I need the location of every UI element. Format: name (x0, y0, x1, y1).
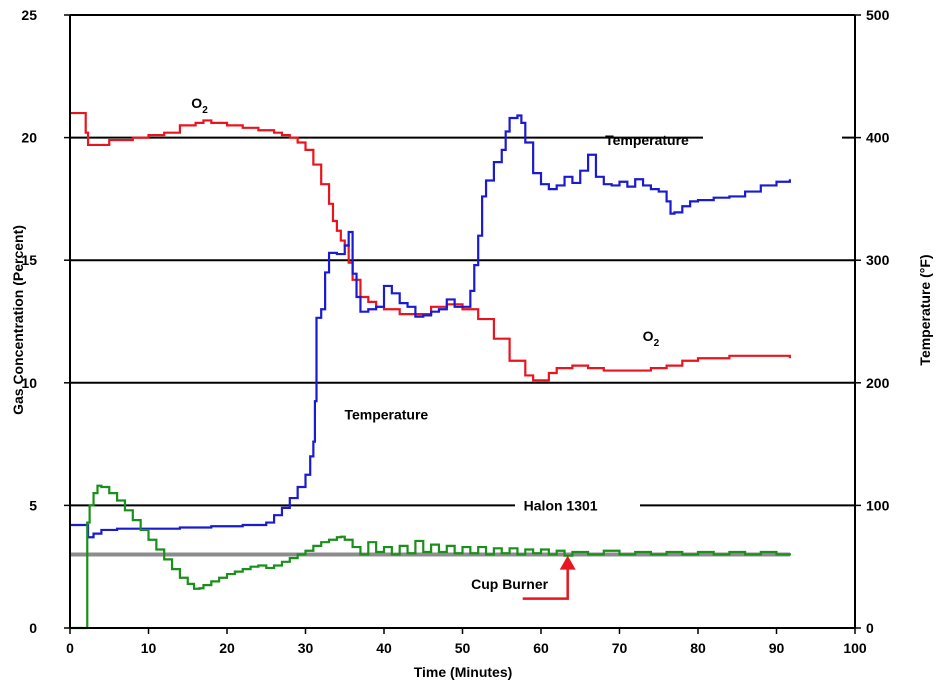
annotation-5: Cup Burner (471, 576, 549, 592)
annotation-3: Temperature (344, 407, 428, 423)
left-tick-label-5: 5 (29, 497, 37, 513)
x-tick-label-60: 60 (533, 640, 549, 656)
x-tick-label-70: 70 (612, 640, 628, 656)
x-tick-label-100: 100 (843, 640, 867, 656)
right-tick-label-200: 200 (866, 375, 890, 391)
series-o2 (70, 111, 791, 382)
series-temperature (70, 114, 791, 539)
annotation-sub-1: 2 (654, 338, 660, 349)
annotation-4: Halon 1301 (524, 497, 598, 513)
tick-labels: 0 10 20 30 40 50 60 70 80 90 100 0 5 10 15 20 25 0 100 200 3… (21, 7, 889, 656)
left-tick-label-20: 20 (21, 130, 37, 146)
right-tick-label-0: 0 (866, 620, 874, 636)
left-tick-label-10: 10 (21, 375, 37, 391)
annotation-sub-0: 2 (202, 105, 208, 116)
annotation-2: Temperature (605, 132, 689, 148)
right-tick-label-100: 100 (866, 497, 890, 513)
right-axis-title: Temperature (°F) (917, 254, 933, 365)
x-tick-label-10: 10 (141, 640, 157, 656)
x-tick-label-50: 50 (455, 640, 471, 656)
x-tick-label-40: 40 (376, 640, 392, 656)
left-tick-label-0: 0 (29, 620, 37, 636)
annotations: O2 O2 Temperature Temperature Halon 1301 Cup … (191, 95, 689, 592)
annotation-0: O2 (191, 95, 208, 116)
x-tick-label-20: 20 (219, 640, 235, 656)
axes (64, 14, 861, 634)
annotation-1: O2 (643, 328, 660, 349)
right-tick-label-300: 300 (866, 252, 890, 268)
left-axis-title: Gas Concentration (Percent) (10, 225, 26, 415)
grid-lines (70, 136, 855, 507)
x-tick-label-80: 80 (690, 640, 706, 656)
cup-burner-arrow-stem (522, 567, 569, 600)
x-axis-title: Time (Minutes) (414, 664, 513, 680)
right-tick-label-400: 400 (866, 130, 890, 146)
x-tick-label-90: 90 (769, 640, 785, 656)
x-tick-label-0: 0 (66, 640, 74, 656)
series-halon-1301 (70, 484, 791, 630)
cup-burner-arrow-head (559, 555, 576, 570)
series-group (70, 111, 791, 630)
right-tick-label-500: 500 (866, 7, 890, 23)
x-tick-label-30: 30 (298, 640, 314, 656)
left-tick-label-15: 15 (21, 252, 37, 268)
left-tick-label-25: 25 (21, 7, 37, 23)
cup-burner-arrow (522, 555, 576, 600)
